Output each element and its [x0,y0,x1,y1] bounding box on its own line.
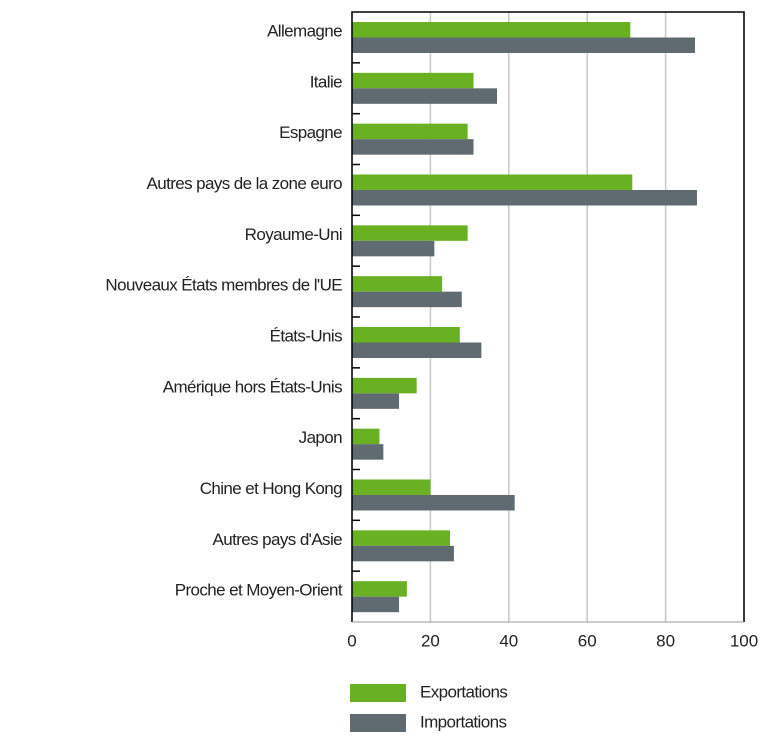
y-tick-label: Espagne [279,123,342,142]
y-tick-label: Japon [299,428,342,447]
bar [352,342,482,358]
bar [352,190,697,206]
x-tick-label: 20 [421,631,440,650]
y-tick-label: Amérique hors États-Unis [163,377,342,396]
y-tick-label: Nouveaux États membres de l'UE [105,276,342,295]
bar [352,495,515,511]
y-tick-label: États-Unis [270,326,343,345]
x-tick-label: 0 [347,631,356,650]
x-tick-label: 60 [578,631,597,650]
bar [352,596,400,613]
bar [352,123,468,140]
y-tick-label: Italie [310,72,342,91]
legend-label: Exportations [420,682,507,701]
bar [352,444,384,460]
bar [352,72,474,89]
bar [352,139,474,155]
y-tick-label: Autres pays d'Asie [213,530,343,549]
bar [352,479,431,495]
x-tick-label: 100 [730,631,758,650]
bar [352,327,460,343]
y-tick-label: Royaume-Uni [245,225,342,244]
y-tick-label: Chine et Hong Kong [200,479,342,498]
y-tick-label: Allemagne [267,21,342,40]
bar [352,225,468,241]
bar [352,37,695,53]
bar [352,88,498,104]
bar [352,545,454,562]
legend-swatch [350,714,406,732]
bar [352,530,450,546]
x-tick-label: 40 [499,631,518,650]
bar [352,276,443,292]
bar [352,393,400,409]
bar [352,240,435,257]
legend-swatch [350,684,406,702]
bar [352,581,407,597]
bar [352,174,633,190]
y-tick-label: Autres pays de la zone euro [147,174,343,193]
plot-frame [351,11,745,622]
bar [352,291,462,308]
y-tick-label: Proche et Moyen-Orient [175,581,343,600]
x-tick-label: 80 [656,631,675,650]
legend-label: Importations [420,712,506,731]
bar [352,428,380,445]
bar [352,22,631,38]
bar [352,377,417,394]
